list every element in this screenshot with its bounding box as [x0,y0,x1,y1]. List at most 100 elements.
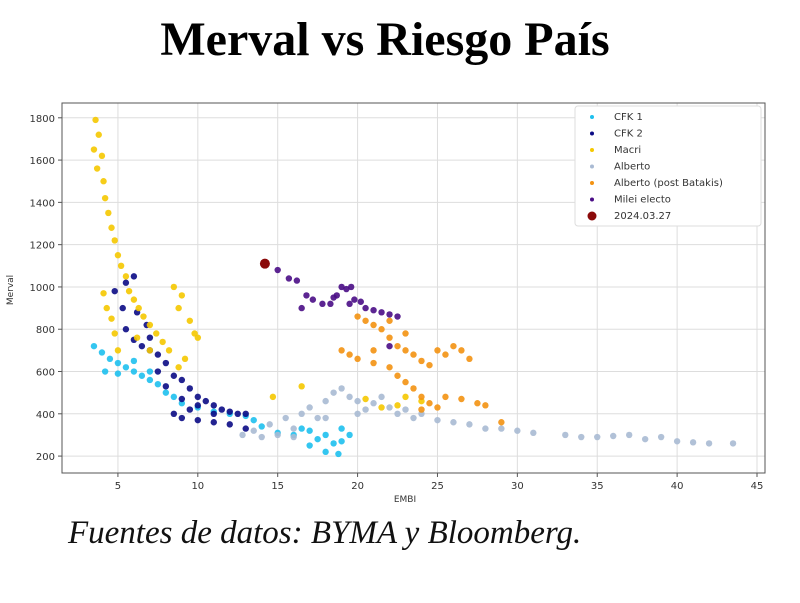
data-point [450,419,457,426]
legend-label: Alberto [614,162,650,173]
data-point [386,342,393,350]
data-point [146,368,154,375]
data-point [130,273,138,280]
data-point [135,304,142,312]
data-point [338,347,345,354]
data-point [266,421,273,428]
data-point [394,342,401,350]
data-points [90,116,737,458]
data-point [133,334,141,341]
data-point [226,408,233,415]
data-point [386,311,393,318]
data-point [178,292,186,299]
data-point [226,421,233,428]
data-point [100,290,107,297]
data-point [594,433,601,441]
data-point [322,397,329,405]
data-point [101,368,109,375]
data-point [410,351,417,358]
data-point [162,383,170,390]
data-point [105,209,112,217]
data-point [434,347,441,354]
source-caption: Fuentes de datos: BYMA y Bloomberg. [68,515,582,551]
data-point [466,355,473,363]
data-point [170,393,178,401]
data-point [298,410,305,417]
data-point [101,194,109,202]
data-point [125,287,133,295]
data-point [138,372,146,379]
data-point [402,347,409,354]
data-point [140,313,147,320]
data-point [146,334,154,341]
data-point [498,419,505,426]
data-point [458,347,465,354]
data-point [482,402,489,409]
data-point [347,283,355,291]
data-point [170,372,178,379]
data-point [386,334,393,341]
legend-label: Alberto (post Batakis) [614,178,723,189]
data-point [386,404,393,411]
data-point [410,385,417,392]
data-point [474,400,481,407]
x-tick-label: 30 [511,481,524,492]
data-point [530,429,537,437]
data-point [175,364,182,371]
data-point [146,321,154,329]
data-point [154,351,162,358]
data-point [242,425,249,432]
data-point [111,237,118,244]
x-tick-label: 40 [671,481,684,492]
x-tick-label: 20 [351,481,364,492]
data-point [705,440,713,447]
data-point [434,416,441,424]
x-axis-label: EMBI [394,495,416,505]
data-point [482,425,489,432]
data-point [370,359,377,367]
data-point [119,304,126,312]
y-tick-label: 1600 [30,156,55,167]
data-point [114,359,122,367]
data-point [354,410,361,417]
data-point [378,309,385,316]
data-point [210,402,217,409]
data-point [162,359,170,367]
data-point [466,421,473,428]
data-point [729,440,737,447]
data-point [426,361,433,369]
data-point [165,347,173,354]
legend-label: 2024.03.27 [614,211,671,222]
data-point [330,389,337,396]
data-point [335,450,342,458]
data-point [370,400,377,407]
data-point [346,300,353,308]
x-tick-label: 5 [115,481,121,492]
data-point [351,296,358,303]
x-tick-label: 45 [751,481,764,492]
chart-title: Merval vs Riesgo País [160,13,610,66]
data-point [111,330,118,337]
data-point [442,393,449,401]
x-tick-label: 15 [271,481,284,492]
y-tick-label: 400 [36,410,55,421]
legend-marker [590,181,594,185]
data-point [178,414,186,422]
data-point [194,416,202,424]
data-point [442,351,449,358]
data-point [186,317,194,324]
axis-ticks: 5 10 15 20 25 30 35 40 45 200 400 600 800 1000 1200 140… [30,114,764,492]
data-point [378,393,385,401]
data-point [306,404,313,411]
data-point [186,385,194,392]
data-point [394,402,401,409]
data-point [378,404,385,411]
data-point [194,402,202,409]
data-point [178,395,186,403]
data-point [418,406,425,413]
data-point [298,383,305,390]
data-point [338,385,345,392]
data-point [250,416,257,424]
y-tick-label: 600 [36,368,55,379]
